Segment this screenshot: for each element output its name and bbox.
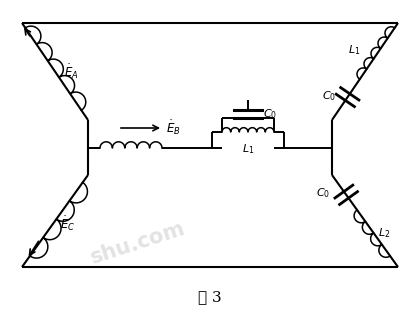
Text: $L_2$: $L_2$ [378, 226, 390, 240]
Text: $L_1$: $L_1$ [242, 142, 254, 156]
Text: $\dot{E}_B$: $\dot{E}_B$ [166, 119, 181, 137]
Text: shu.com: shu.com [88, 218, 188, 268]
Text: $C_0$: $C_0$ [316, 187, 330, 200]
Text: 图 3: 图 3 [198, 290, 222, 304]
Text: $C_0$: $C_0$ [263, 107, 277, 121]
Text: $\dot{E}_C$: $\dot{E}_C$ [60, 214, 75, 233]
Text: $\dot{E}_A$: $\dot{E}_A$ [64, 62, 79, 81]
Text: $C_0$: $C_0$ [322, 89, 336, 103]
Text: $L_1$: $L_1$ [348, 43, 360, 57]
